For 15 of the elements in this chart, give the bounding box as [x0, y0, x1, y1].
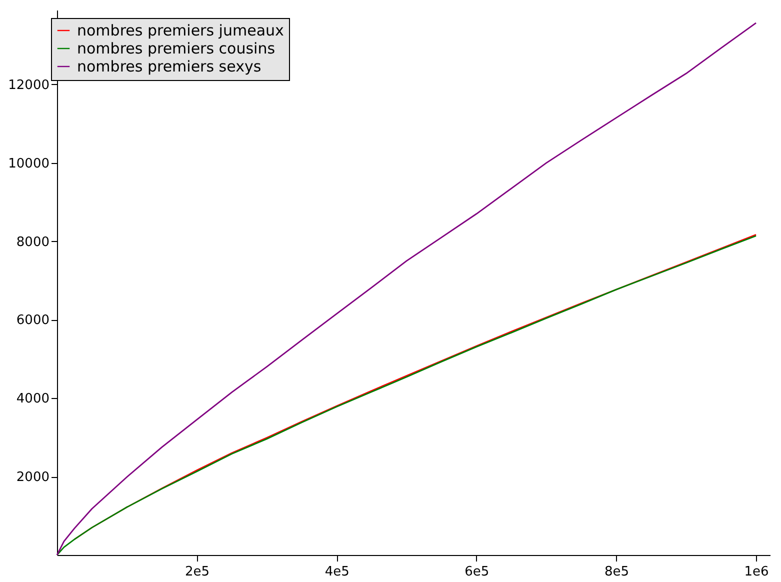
y-tick-label: 2000	[16, 470, 50, 486]
x-tick-label: 6e5	[464, 564, 490, 580]
y-tick-label: 12000	[8, 78, 50, 93]
legend-label: nombres premiers sexys	[77, 58, 262, 76]
y-tick-label: 8000	[16, 234, 50, 250]
legend-label: nombres premiers jumeaux	[77, 22, 284, 40]
y-tick-label: 4000	[16, 392, 50, 407]
y-tick-label: 6000	[16, 313, 50, 328]
line-series	[56, 22, 757, 556]
y-tick-label: 10000	[8, 156, 50, 172]
legend-label: nombres premiers cousins	[77, 40, 276, 58]
x-tick-label: 1e6	[744, 564, 769, 580]
x-tick-label: 2e5	[185, 564, 210, 580]
x-tick-label: 8e5	[604, 564, 629, 580]
x-tick-label: 4e5	[324, 564, 350, 580]
